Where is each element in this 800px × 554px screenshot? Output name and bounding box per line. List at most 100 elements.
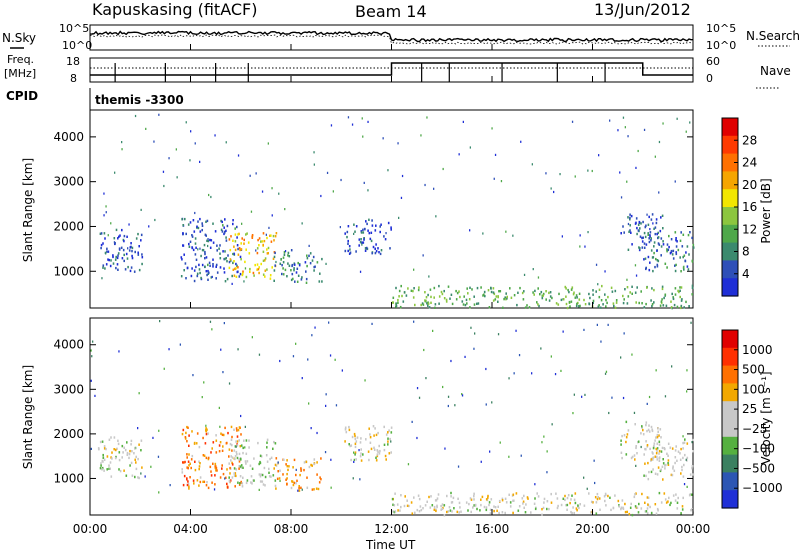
scatter-cell	[316, 461, 318, 464]
scatter-cell	[188, 245, 191, 248]
scatter-cell	[618, 505, 620, 508]
scatter-cell	[487, 289, 490, 292]
scatter-point	[91, 355, 93, 358]
scatter-cell	[569, 305, 571, 308]
scatter-cell	[643, 231, 646, 235]
scatter-cell	[401, 294, 403, 298]
scatter-cell	[575, 304, 578, 308]
scatter-cell	[207, 269, 209, 273]
scatter-cell	[203, 243, 206, 247]
colorbar-tick-label: −100	[742, 442, 775, 456]
scatter-cell	[505, 292, 507, 295]
scatter-cell	[641, 426, 643, 429]
scatter-cell	[181, 218, 183, 221]
scatter-cell	[186, 440, 188, 443]
scatter-cell	[650, 458, 653, 461]
station-title: Kapuskasing (fitACF)	[92, 0, 257, 19]
scatter-point	[219, 425, 221, 428]
scatter-point	[330, 486, 332, 489]
scatter-cell	[350, 458, 352, 462]
scatter-cell	[655, 436, 657, 439]
scatter-cell	[360, 452, 362, 455]
scatter-cell	[490, 498, 493, 501]
scatter-cell	[487, 496, 489, 499]
scatter-cell	[451, 501, 454, 504]
scatter-cell	[236, 225, 238, 229]
scatter-cell	[406, 499, 408, 502]
scatter-cell	[440, 504, 442, 508]
scatter-cell	[198, 268, 201, 271]
scatter-cell	[458, 290, 460, 293]
colorbar-cell	[722, 171, 738, 190]
scatter-cell	[595, 290, 597, 293]
scatter-cell	[680, 299, 683, 302]
scatter-cell	[218, 247, 220, 250]
scatter-point	[324, 451, 327, 454]
scatter-point	[118, 350, 120, 353]
scatter-cell	[680, 472, 682, 475]
scatter-cell	[373, 434, 375, 437]
scatter-point	[203, 381, 205, 384]
scatter-cell	[121, 456, 123, 459]
scatter-cell	[517, 291, 519, 294]
scatter-point	[447, 395, 450, 398]
scatter-point	[534, 483, 536, 486]
scatter-cell	[267, 246, 270, 250]
scatter-cell	[106, 247, 108, 250]
scatter-cell	[420, 303, 422, 307]
scatter-cell	[667, 459, 670, 462]
scatter-point	[205, 424, 207, 427]
scatter-cell	[212, 258, 214, 261]
scatter-cell	[629, 213, 631, 216]
scatter-cell	[658, 440, 661, 443]
scatter-cell	[652, 468, 654, 471]
scatter-cell	[655, 452, 658, 455]
scatter-cell	[235, 468, 238, 471]
scatter-point	[362, 135, 364, 138]
scatter-point	[597, 283, 599, 286]
scatter-cell	[209, 264, 211, 267]
scatter-cell	[240, 464, 243, 467]
scatter-cell	[285, 463, 287, 466]
scatter-cell	[570, 510, 572, 514]
scatter-cell	[111, 457, 113, 460]
scatter-cell	[184, 217, 186, 221]
scatter-cell	[267, 252, 269, 255]
scatter-cell	[292, 277, 294, 281]
scatter-cell	[118, 458, 121, 462]
scatter-point	[622, 396, 625, 400]
scatter-point	[163, 367, 165, 370]
scatter-cell	[262, 273, 265, 276]
scatter-cell	[656, 433, 659, 437]
scatter-point	[201, 396, 203, 399]
scatter-cell	[573, 511, 575, 515]
scatter-cell	[648, 240, 651, 244]
scatter-cell	[366, 222, 368, 226]
scatter-cell	[490, 290, 493, 294]
scatter-point	[250, 210, 253, 213]
scatter-cell	[110, 259, 112, 262]
scatter-cell	[262, 483, 265, 486]
scatter-cell	[686, 442, 689, 445]
scatter-cell	[424, 299, 426, 302]
scatter-cell	[249, 464, 252, 467]
scatter-cell	[469, 497, 472, 500]
scatter-cell	[431, 504, 434, 507]
scatter-point	[571, 120, 574, 123]
scatter-cell	[621, 499, 624, 502]
scatter-point	[105, 211, 107, 214]
scatter-point	[284, 208, 286, 211]
scatter-cell	[219, 266, 222, 269]
scatter-cell	[100, 246, 102, 250]
scatter-cell	[214, 483, 216, 486]
scatter-cell	[397, 301, 399, 304]
scatter-cell	[662, 304, 665, 307]
scatter-point	[332, 190, 334, 193]
scatter-cell	[480, 503, 482, 507]
scatter-cell	[251, 467, 254, 470]
scatter-cell	[260, 240, 262, 243]
colorbar-tick-label: 28	[742, 133, 757, 147]
scatter-cell	[660, 450, 663, 453]
scatter-cell	[543, 497, 546, 501]
